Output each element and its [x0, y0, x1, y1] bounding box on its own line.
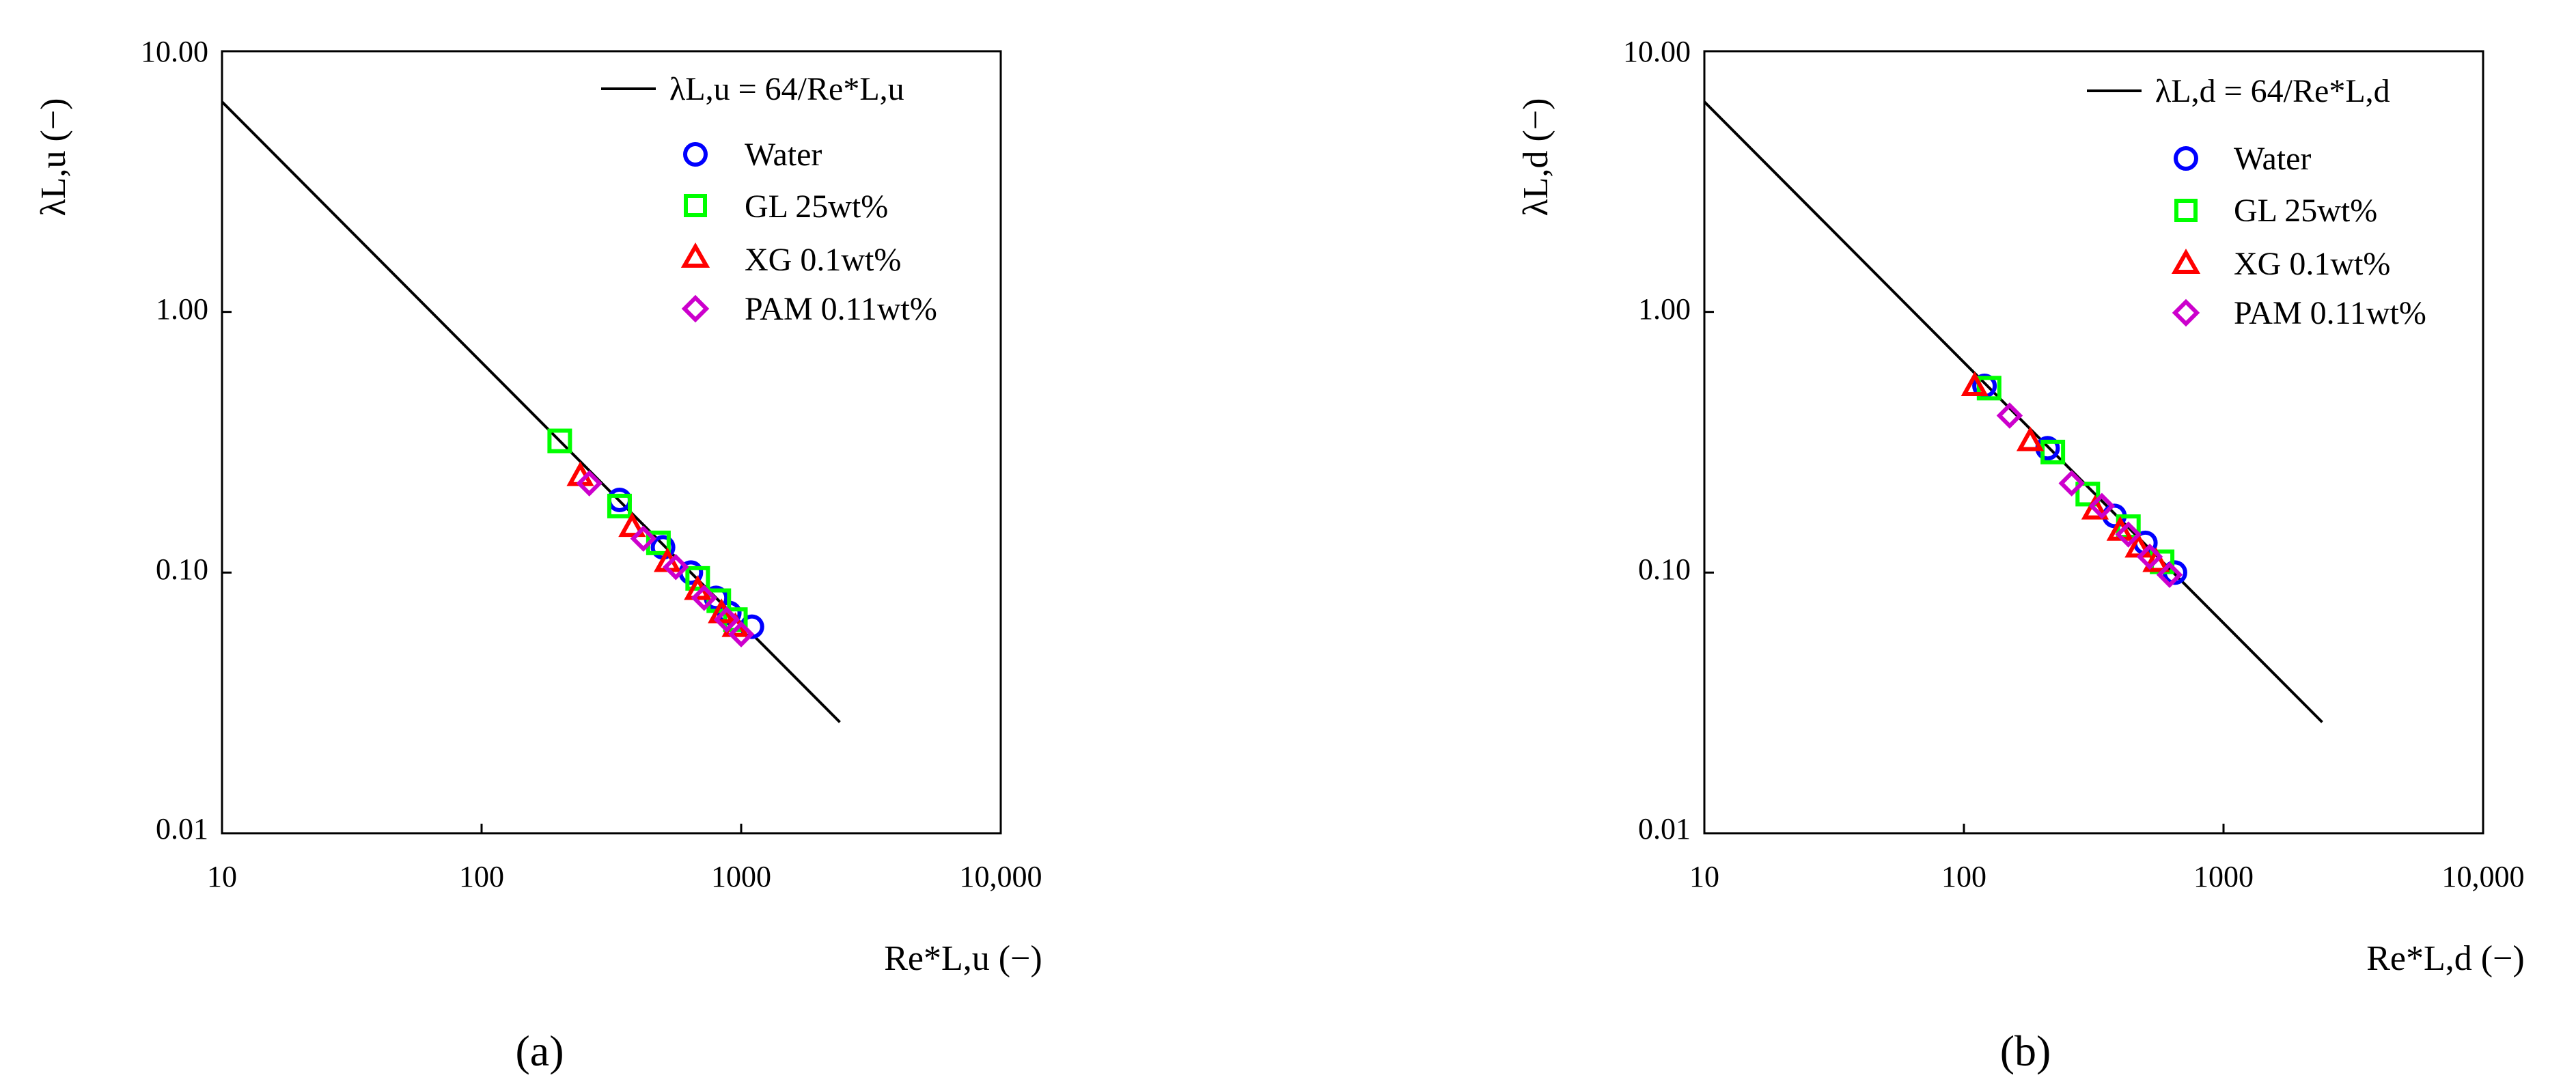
triangle-data-point-b [1961, 371, 1989, 397]
plot-area-b [1703, 50, 2484, 835]
diamond-data-point-b [2115, 521, 2142, 548]
diamond-data-point-a [691, 585, 718, 611]
y-tick-label-b-0: 10.00 [1623, 35, 1691, 68]
diamond-data-point-a [663, 554, 689, 581]
legend-line-label-b: λL,d = 64/Re*L,d [2155, 73, 2390, 109]
triangle-data-point-b [2016, 426, 2045, 451]
diamond-data-point-b [2156, 561, 2183, 588]
y-tick-label-a-1: 1.00 [156, 292, 208, 326]
triangle-data-point-a [618, 512, 646, 538]
legend-xg-label-b: XG 0.1wt% [2234, 246, 2390, 282]
x-tick-label-a-0: 10 [207, 860, 237, 893]
plot-area-a [221, 50, 1002, 835]
x-tick-label-b-3: 10,000 [2442, 860, 2525, 893]
square-data-point-b [2040, 439, 2066, 464]
legend-line-label-a: λL,u = 64/Re*L,u [669, 71, 904, 107]
legend-water-label-b: Water [2234, 141, 2311, 177]
diamond-data-point-b [2136, 543, 2163, 570]
diamond-data-point-a [576, 470, 603, 497]
x-tick-label-b-1: 100 [1941, 860, 1986, 893]
plot-frame-a [221, 50, 1002, 835]
square-data-point-a [607, 493, 632, 518]
x-tick-label-b-2: 1000 [2193, 860, 2254, 893]
legend-xg-label-a: XG 0.1wt% [745, 242, 901, 278]
panel-label-a: (a) [515, 1027, 564, 1075]
legend-pam-label-b: PAM 0.11wt% [2234, 295, 2426, 331]
legend-diamond-marker-b [2172, 298, 2200, 327]
diamond-data-point-b [2058, 470, 2085, 497]
x-tick-label-a-2: 1000 [711, 860, 771, 893]
diamond-data-point-a [713, 606, 740, 633]
plot-frame-b [1703, 50, 2484, 835]
x-axis-label-b: Re*L,d (−) [2366, 939, 2525, 978]
y-tick-label-b-1: 1.00 [1638, 292, 1691, 326]
y-axis-label-a: λL,u (−) [34, 98, 73, 217]
legend-triangle-marker-b [2171, 248, 2201, 274]
diamond-data-point-b [2088, 492, 2116, 520]
square-data-point-a [547, 428, 572, 454]
triangle-data-point-b [2142, 547, 2170, 572]
panel-b: 10.00 1.00 0.10 0.01 10 100 1000 10,000 … [1516, 35, 2525, 1075]
x-tick-label-b-0: 10 [1689, 860, 1719, 893]
x-axis-label-a: Re*L,u (−) [884, 939, 1042, 978]
triangle-data-point-b [2081, 494, 2109, 520]
square-data-point-b [2075, 482, 2101, 507]
legend-gl-label-b: GL 25wt% [2234, 193, 2377, 229]
legend-gl-label-a: GL 25wt% [745, 189, 888, 225]
y-tick-label-a-2: 0.10 [156, 553, 208, 586]
y-tick-label-b-2: 0.10 [1638, 553, 1691, 586]
x-tick-label-a-1: 100 [459, 860, 504, 893]
legend-triangle-marker-a [680, 242, 710, 268]
square-data-point-a [685, 566, 710, 591]
legend-circle-marker-b [2174, 146, 2198, 171]
x-tick-label-a-3: 10,000 [960, 860, 1042, 893]
diamond-data-point-a [728, 621, 755, 647]
legend-circle-marker-a [683, 142, 708, 167]
y-tick-label-a-0: 10.00 [141, 35, 208, 68]
legend-square-marker-a [684, 194, 707, 217]
y-axis-label-b: λL,d (−) [1516, 98, 1555, 217]
y-tick-label-a-3: 0.01 [156, 812, 208, 846]
reference-line-b [1703, 100, 2323, 723]
legend-pam-label-a: PAM 0.11wt% [745, 291, 937, 327]
legend-water-label-a: Water [745, 137, 822, 173]
legend-square-marker-b [2174, 199, 2198, 222]
legend-diamond-marker-a [681, 294, 710, 323]
square-data-point-b [1976, 376, 2002, 401]
y-tick-label-b-3: 0.01 [1638, 812, 1691, 846]
diamond-data-point-a [630, 525, 657, 552]
panel-a: 10.00 1.00 0.10 0.01 10 100 1000 10,000 … [34, 35, 1042, 1075]
diamond-data-point-b [1996, 402, 2023, 429]
panel-label-b: (b) [2000, 1027, 2051, 1075]
